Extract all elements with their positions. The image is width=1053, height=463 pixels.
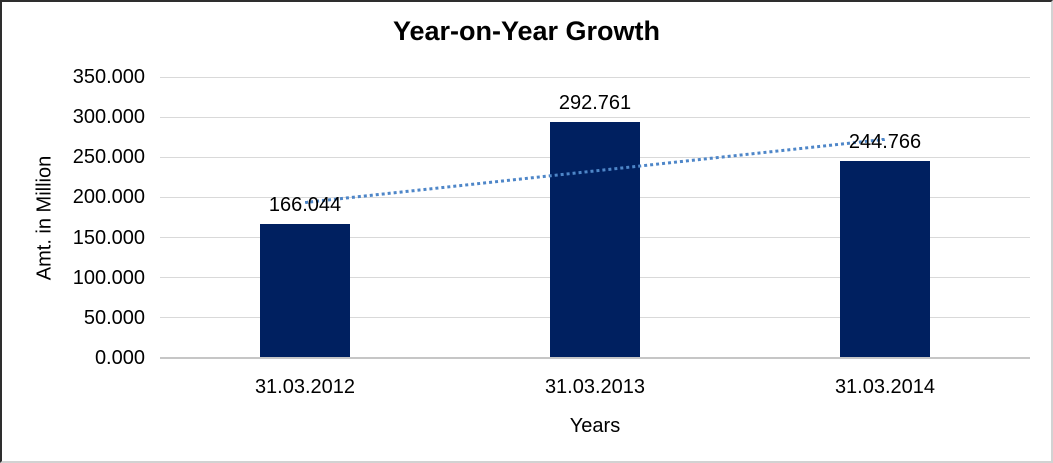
y-tick-label: 100.000 <box>72 266 145 289</box>
y-tick-label: 200.000 <box>72 186 145 209</box>
plot-area: 166.044 292.761 244.766 <box>160 76 1030 359</box>
bar <box>260 223 350 357</box>
bar <box>840 160 930 357</box>
data-label: 244.766 <box>848 130 922 153</box>
x-axis-line <box>160 357 1030 359</box>
x-tick-label: 31.03.2012 <box>254 376 356 398</box>
chart-title: Year-on-Year Growth <box>392 16 661 46</box>
y-tick-label: 50.000 <box>83 306 145 329</box>
y-axis-labels: 0.000 50.000 100.000 150.000 200.000 250.000 3… <box>38 66 145 369</box>
y-tick-label: 150.000 <box>72 226 145 249</box>
y-tick-label: 250.000 <box>72 146 145 169</box>
y-tick-label: 300.000 <box>72 106 145 129</box>
gridline <box>160 116 1030 118</box>
bar <box>550 121 640 357</box>
gridline <box>160 76 1030 78</box>
y-tick-label: 350.000 <box>72 66 145 88</box>
x-tick-label: 31.03.2014 <box>834 376 936 398</box>
data-label: 166.044 <box>268 193 342 216</box>
x-axis-labels: 31.03.2012 31.03.2013 31.03.2014 <box>160 373 1030 399</box>
x-axis-title: Years <box>569 415 621 437</box>
x-tick-label: 31.03.2013 <box>544 376 646 398</box>
y-tick-label: 0.000 <box>94 347 145 369</box>
data-label: 292.761 <box>558 91 632 114</box>
